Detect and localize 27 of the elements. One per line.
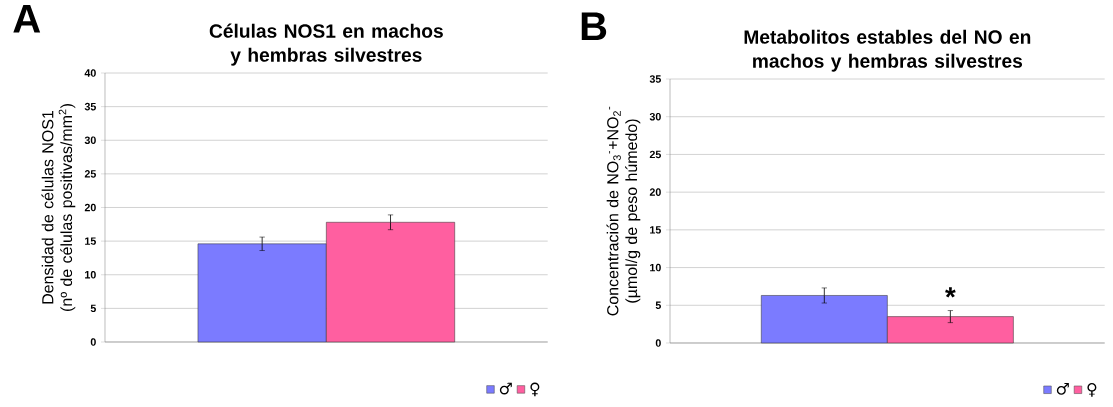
chart-title: Metabolitos estables del NO en machos y hembras silvestres bbox=[744, 29, 1031, 72]
chart-title: Células NOS1 en machos y hembras silvestres bbox=[209, 23, 443, 66]
annotation: * bbox=[945, 287, 956, 298]
y-tick-label: 30 bbox=[84, 136, 96, 145]
y-tick-label: 35 bbox=[84, 102, 96, 111]
text: A bbox=[13, 5, 41, 33]
y-tick-label: 5 bbox=[90, 304, 96, 313]
legend-label: ♂ bbox=[499, 382, 512, 395]
y-tick-label: 5 bbox=[655, 301, 661, 310]
y-tick-label: 15 bbox=[85, 237, 96, 245]
y-tick-label: 25 bbox=[84, 170, 96, 178]
y-tick-label: 10 bbox=[85, 270, 96, 279]
legend-label: ♀ bbox=[530, 382, 540, 397]
y-tick-label: 30 bbox=[649, 112, 661, 121]
y-tick-label: 0 bbox=[90, 338, 96, 346]
y-tick-label: 20 bbox=[84, 203, 96, 212]
text: B bbox=[581, 12, 607, 40]
y-axis-title: Densidad de células NOS1 (nº de células positivas/mm$^{2}$) bbox=[41, 104, 76, 311]
y-tick-label: 0 bbox=[655, 339, 661, 347]
y-tick-label: 20 bbox=[649, 188, 661, 196]
y-tick-label: 35 bbox=[649, 75, 661, 83]
y-tick-label: 40 bbox=[84, 69, 96, 77]
legend-label: ♀ bbox=[1087, 382, 1097, 397]
y-tick-label: 25 bbox=[649, 150, 661, 159]
y-tick-label: 10 bbox=[650, 263, 661, 272]
y-tick-label: 15 bbox=[650, 226, 661, 234]
legend-label: ♂ bbox=[1056, 383, 1069, 395]
